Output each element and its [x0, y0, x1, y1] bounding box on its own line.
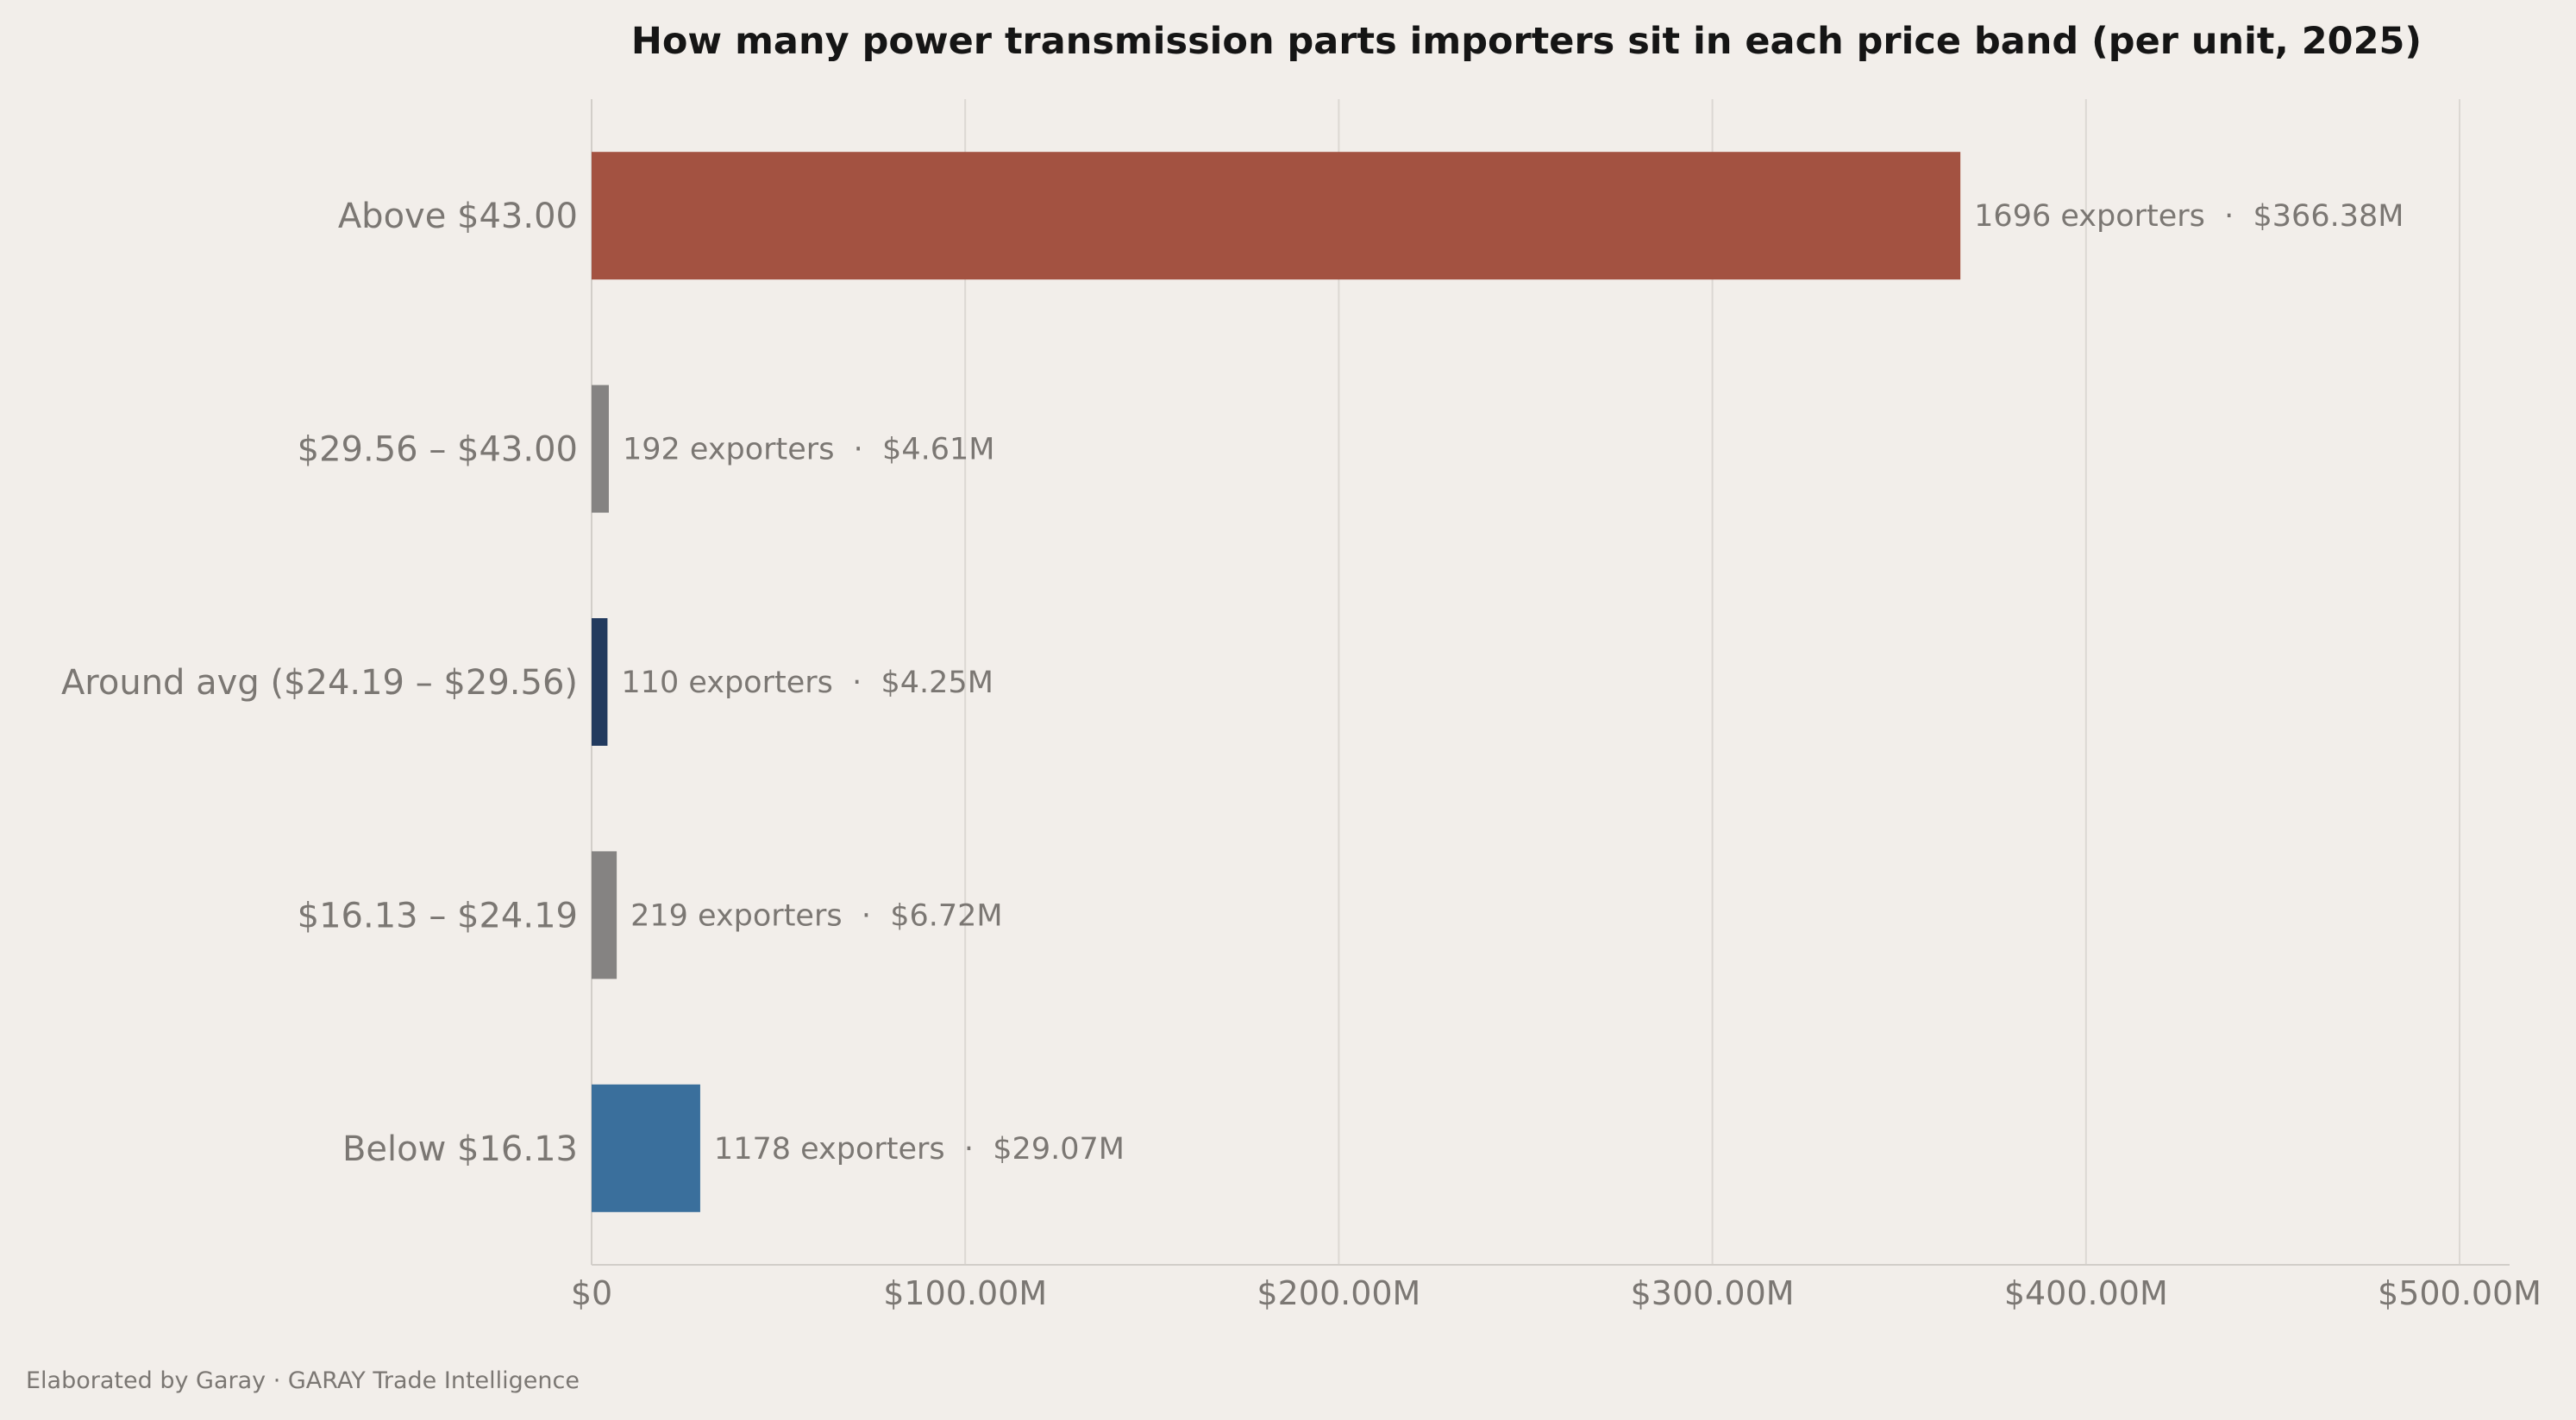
- category-label: $29.56 – $43.00: [298, 430, 578, 470]
- footer-credit: Elaborated by Garay · GARAY Trade Intell…: [26, 1367, 580, 1394]
- bar: [592, 385, 609, 513]
- x-tick-label: $300.00M: [1631, 1274, 1795, 1312]
- labels: $0 $100.00M $200.00M $300.00M $400.00M $500.0…: [61, 197, 2542, 1312]
- bar-data-label: 219 exporters · $6.72M: [630, 898, 1002, 933]
- x-tick-label: $0: [571, 1274, 612, 1312]
- x-tick-label: $200.00M: [1257, 1274, 1420, 1312]
- grid-lines: [964, 99, 2460, 1265]
- bar: [592, 851, 617, 979]
- bar-data-label: 1696 exporters · $366.38M: [1974, 199, 2404, 234]
- chart-title: How many power transmission parts import…: [631, 20, 2422, 63]
- bar-data-label: 110 exporters · $4.25M: [621, 666, 993, 700]
- x-tick-label: $100.00M: [883, 1274, 1047, 1312]
- x-tick-label: $400.00M: [2004, 1274, 2168, 1312]
- bars: [592, 152, 1961, 1212]
- bar: [592, 1084, 700, 1212]
- bar: [592, 152, 1961, 280]
- x-tick-label: $500.00M: [2378, 1274, 2542, 1312]
- bar-data-label: 1178 exporters · $29.07M: [714, 1132, 1125, 1167]
- category-label: Above $43.00: [338, 197, 578, 236]
- category-label: Below $16.13: [342, 1129, 578, 1169]
- category-label: $16.13 – $24.19: [298, 896, 578, 935]
- bar: [592, 618, 608, 746]
- category-label: Around avg ($24.19 – $29.56): [61, 663, 578, 703]
- bar-data-label: 192 exporters · $4.61M: [623, 433, 994, 467]
